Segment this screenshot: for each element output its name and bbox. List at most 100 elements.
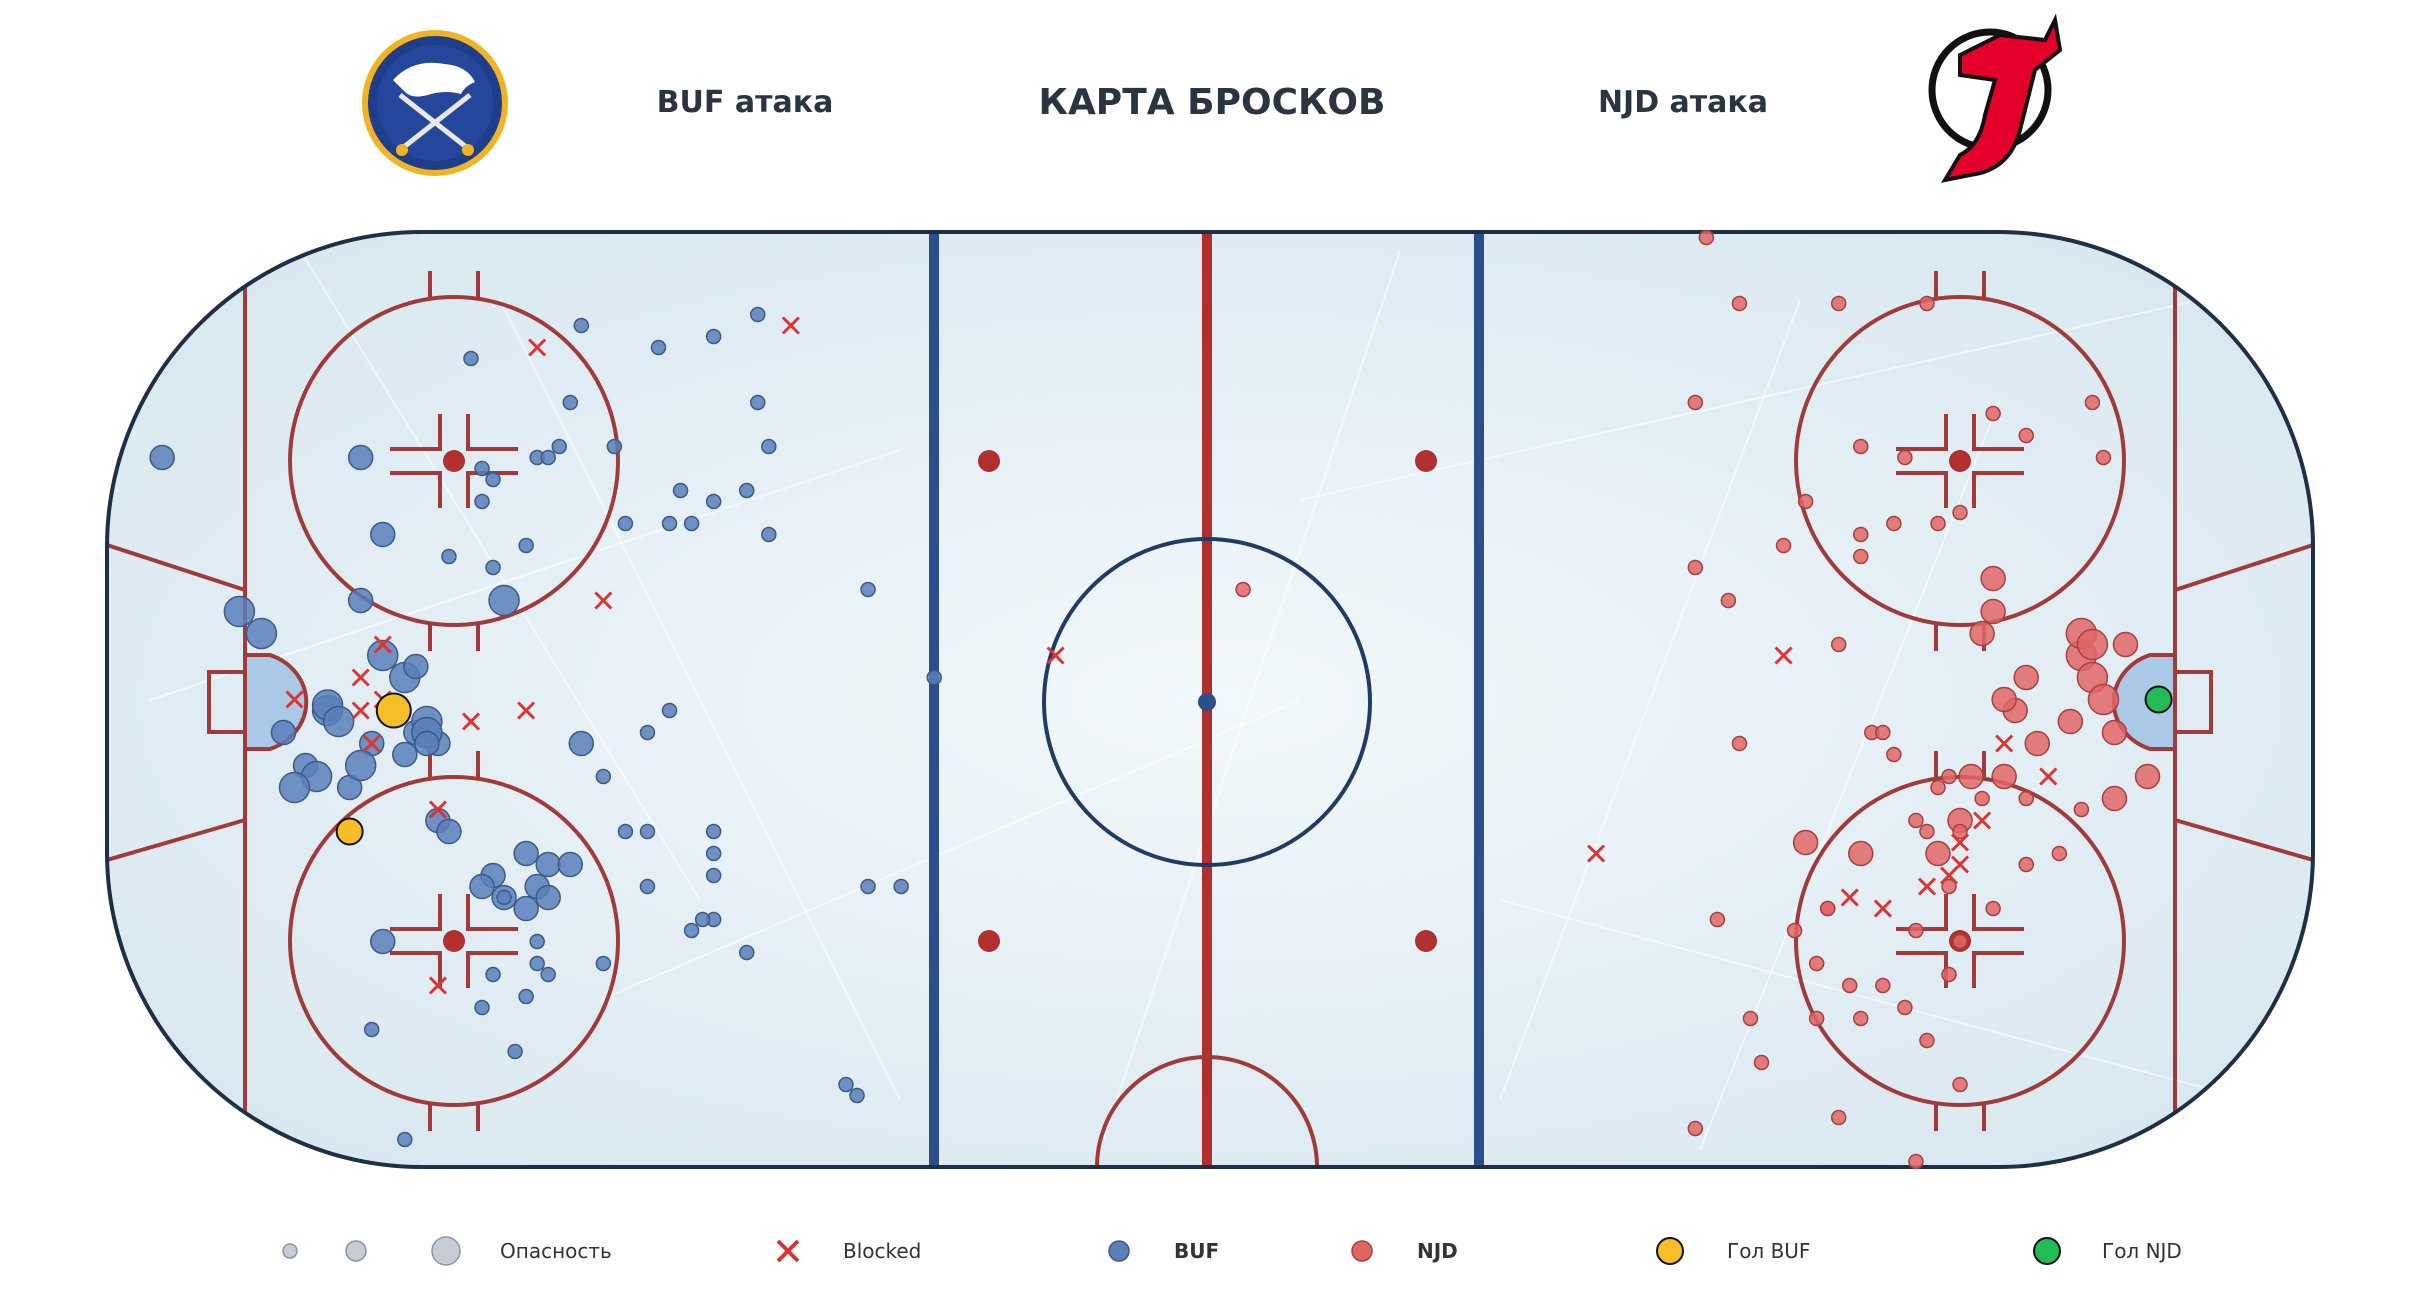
- buf-shot-point: [518, 988, 534, 1005]
- njd-shot-point: [1886, 515, 1902, 532]
- buf-shot-point: [893, 878, 909, 895]
- legend-blocked-marker: [776, 1239, 800, 1263]
- blocked-shot-marker: [428, 800, 447, 819]
- buf-shot-point: [485, 966, 501, 983]
- buf-shot-point: [738, 944, 755, 961]
- njd-shot-point: [1941, 966, 1957, 983]
- njd-shot-point: [2095, 449, 2112, 466]
- njd-shot-point: [2018, 427, 2034, 444]
- njd-shot-point: [1830, 295, 1847, 312]
- njd-shot-point: [2084, 394, 2101, 411]
- legend-goal-njd-label: Гол NJD: [2102, 1239, 2182, 1263]
- njd-shot-point: [1908, 812, 1924, 829]
- njd-shot-point: [1753, 1054, 1770, 1071]
- buf-shot-point: [474, 493, 490, 510]
- buf-shot-point: [573, 317, 590, 334]
- njd-shot-point: [1731, 295, 1748, 312]
- njd-shot-point: [1687, 394, 1704, 411]
- njd-shot-point: [2112, 631, 2139, 658]
- buf-shot-point: [705, 823, 722, 840]
- njd-shot-point: [1792, 829, 1819, 856]
- njd-shot-point: [1886, 746, 1902, 763]
- shot-marks: [149, 229, 2173, 1170]
- blocked-shot-marker: [285, 690, 304, 709]
- buf-shot-point: [529, 933, 545, 950]
- blocked-shot-marker: [1873, 899, 1892, 918]
- buf-shot-point: [535, 884, 561, 911]
- njd-shot-point: [1952, 1076, 1968, 1093]
- blocked-shot-marker: [428, 976, 447, 995]
- njd-shot-point: [1952, 504, 1968, 521]
- legend-danger-medium-marker: [345, 1240, 367, 1262]
- buf-shot-point: [860, 581, 876, 598]
- blocked-shot-marker: [461, 712, 481, 731]
- buf-shot-point: [414, 730, 440, 757]
- buf-shot-point: [245, 617, 278, 650]
- njd-shot-point: [1830, 1109, 1847, 1126]
- njd-attack-label: NJD атака: [1598, 85, 1768, 120]
- buf-shot-point: [347, 444, 374, 471]
- buf-shot-point: [705, 867, 722, 884]
- njd-shot-point: [1709, 911, 1726, 928]
- njd-shot-point: [1731, 735, 1748, 752]
- blocked-shot-marker: [362, 734, 381, 753]
- buf-shot-point: [639, 724, 656, 741]
- njd-shot-point: [1974, 790, 1990, 807]
- buf-shot-point: [485, 471, 501, 488]
- njd-shot-point: [2101, 785, 2128, 812]
- buf-shot-point: [661, 702, 678, 719]
- buf-shot-point: [557, 851, 584, 878]
- njd-shot-point: [1797, 493, 1814, 510]
- rink: [105, 230, 2315, 1169]
- buf-shot-point: [488, 584, 520, 617]
- njd-shot-point: [1687, 1120, 1704, 1137]
- legend-danger-label: Опасность: [500, 1239, 612, 1263]
- legend-buf-marker: [1108, 1240, 1130, 1262]
- buf-shot-point: [860, 878, 876, 895]
- legend-njd-label: NJD: [1417, 1239, 1458, 1263]
- legend-buf-label: BUF: [1174, 1239, 1219, 1263]
- njd-shot-point: [1720, 592, 1737, 609]
- njd-shot-point: [2087, 683, 2120, 716]
- blocked-shot-marker: [1995, 734, 2014, 753]
- njd-shot-point: [1830, 636, 1847, 653]
- blocked-shot-marker: [1950, 833, 1970, 852]
- goal-buf-marker: [375, 692, 412, 729]
- buf-shot-point: [650, 339, 667, 356]
- njd-shot-point: [1969, 620, 1995, 647]
- njd-shot-point: [1985, 405, 2001, 422]
- njd-shot-point: [2076, 628, 2109, 661]
- buf-shot-point: [926, 669, 942, 686]
- njd-logo-icon: [1928, 13, 2063, 183]
- buf-shot-point: [363, 1021, 380, 1038]
- buf-shot-point: [761, 526, 777, 543]
- goal-buf-marker: [335, 817, 364, 846]
- buf-shot-point: [370, 521, 396, 548]
- njd-shot-point: [1991, 686, 2017, 713]
- njd-shot-point: [2024, 730, 2050, 757]
- buf-shot-point: [551, 438, 567, 455]
- njd-shot-point: [1925, 840, 1951, 867]
- njd-shot-point: [1808, 955, 1825, 972]
- legend-goal-buf-marker: [1656, 1237, 1684, 1265]
- njd-shot-point: [1991, 763, 2017, 790]
- njd-shot-point: [1775, 537, 1792, 554]
- njd-shot-point: [2051, 845, 2068, 862]
- buf-shot-point: [367, 639, 399, 672]
- njd-shot-point: [1853, 548, 1869, 565]
- header: BUF атака КАРТА БРОСКОВ NJD атака: [362, 13, 2063, 183]
- buf-shot-point: [529, 955, 545, 972]
- buf-shot-point: [705, 845, 722, 862]
- buf-shot-point: [270, 719, 297, 746]
- njd-shot-point: [1952, 933, 1968, 950]
- buf-shot-point: [705, 328, 722, 345]
- rink-markings: [107, 232, 2313, 1167]
- buf-shot-point: [344, 749, 377, 782]
- blocked-shot-marker: [1586, 844, 1606, 863]
- boards: [105, 230, 2315, 1169]
- buf-shot-point: [639, 823, 656, 840]
- njd-shot-point: [1853, 1010, 1869, 1027]
- buf-shot-point: [761, 438, 777, 455]
- buf-shot-point: [595, 768, 612, 785]
- legend: Опасность Blocked BUF NJD Гол BUF Гол NJ…: [282, 1236, 2182, 1266]
